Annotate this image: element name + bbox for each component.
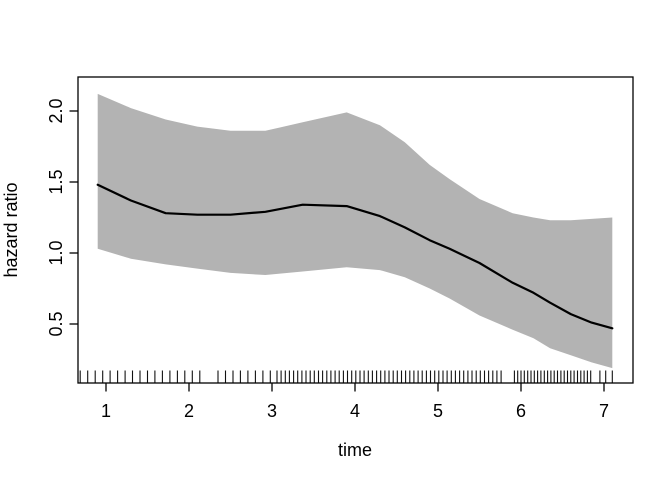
y-axis-title: hazard ratio (1, 182, 21, 277)
x-axis-title: time (338, 440, 372, 460)
y-tick-label: 2.0 (46, 98, 66, 123)
x-tick-label: 3 (267, 401, 277, 421)
x-tick-label: 4 (350, 401, 360, 421)
y-tick-label: 1.0 (46, 240, 66, 265)
x-tick-label: 7 (599, 401, 609, 421)
confidence-band (97, 93, 613, 369)
x-tick-label: 5 (433, 401, 443, 421)
plot-layers: 1 2 3 4 5 6 7 0.5 1.0 1.5 2.0 (46, 76, 634, 421)
x-tick-label: 2 (184, 401, 194, 421)
fit-line (96, 183, 614, 330)
x-tick-label: 6 (516, 401, 526, 421)
y-tick-label: 0.5 (46, 311, 66, 336)
y-tick-label: 1.5 (46, 169, 66, 194)
x-tick-label: 1 (101, 401, 111, 421)
